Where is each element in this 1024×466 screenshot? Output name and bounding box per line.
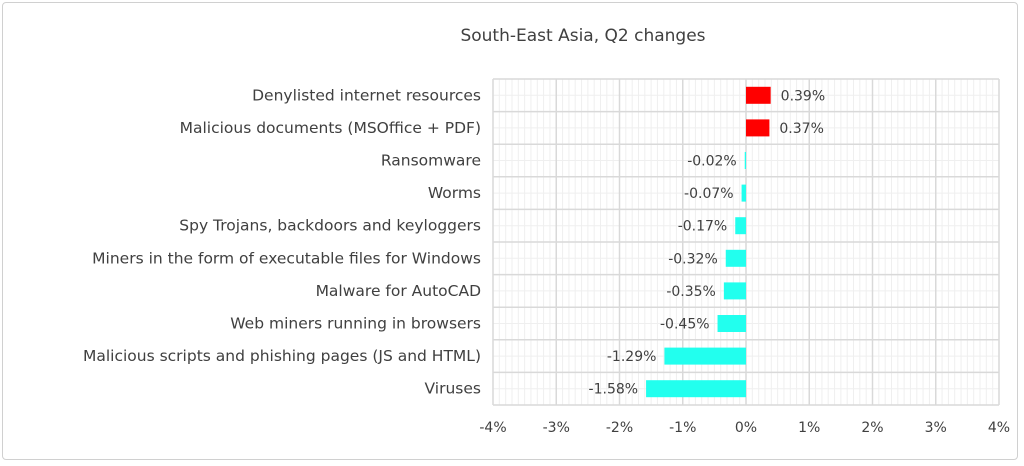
x-tick-label: 1% (798, 420, 820, 436)
bar (746, 119, 770, 137)
x-tick-label: -1% (669, 420, 696, 436)
x-tick-label: 3% (925, 420, 947, 436)
category-label: Denylisted internet resources (252, 86, 481, 104)
data-label: -0.17% (678, 219, 728, 235)
category-label: Malicious scripts and phishing pages (JS… (83, 347, 481, 365)
bar (717, 315, 746, 332)
x-tick-label: -4% (479, 420, 506, 436)
x-tick-label: 2% (861, 420, 883, 436)
bar (735, 217, 746, 235)
bar (746, 86, 771, 104)
data-label: 0.39% (781, 88, 825, 104)
category-label: Ransomware (381, 152, 481, 170)
bar (646, 380, 746, 398)
data-label: -0.07% (684, 186, 734, 202)
bar (741, 184, 746, 202)
data-label: -1.29% (607, 349, 657, 365)
category-label: Malware for AutoCAD (316, 282, 482, 300)
data-label: -0.35% (666, 284, 716, 300)
data-label: -0.45% (660, 317, 710, 333)
category-label: Spy Trojans, backdoors and keyloggers (179, 217, 481, 235)
data-label: -1.58% (589, 382, 639, 398)
category-label: Web miners running in browsers (230, 315, 481, 333)
data-label: -0.02% (687, 154, 737, 170)
x-tick-label: 0% (735, 420, 757, 436)
chart-title: South-East Asia, Q2 changes (460, 26, 706, 46)
bar (725, 249, 746, 267)
bar (723, 282, 746, 300)
x-tick-label: 4% (988, 420, 1010, 436)
category-label: Worms (428, 184, 481, 202)
x-tick-label: -2% (606, 420, 633, 436)
data-label: -0.32% (668, 251, 718, 267)
category-label: Miners in the form of executable files f… (92, 249, 481, 267)
x-tick-label: -3% (543, 420, 570, 436)
bar (744, 152, 746, 169)
data-label: 0.37% (779, 121, 823, 137)
bar (664, 347, 746, 365)
category-label: Viruses (425, 380, 481, 398)
chart-frame (2, 2, 1018, 460)
category-label: Malicious documents (MSOffice + PDF) (180, 119, 481, 137)
